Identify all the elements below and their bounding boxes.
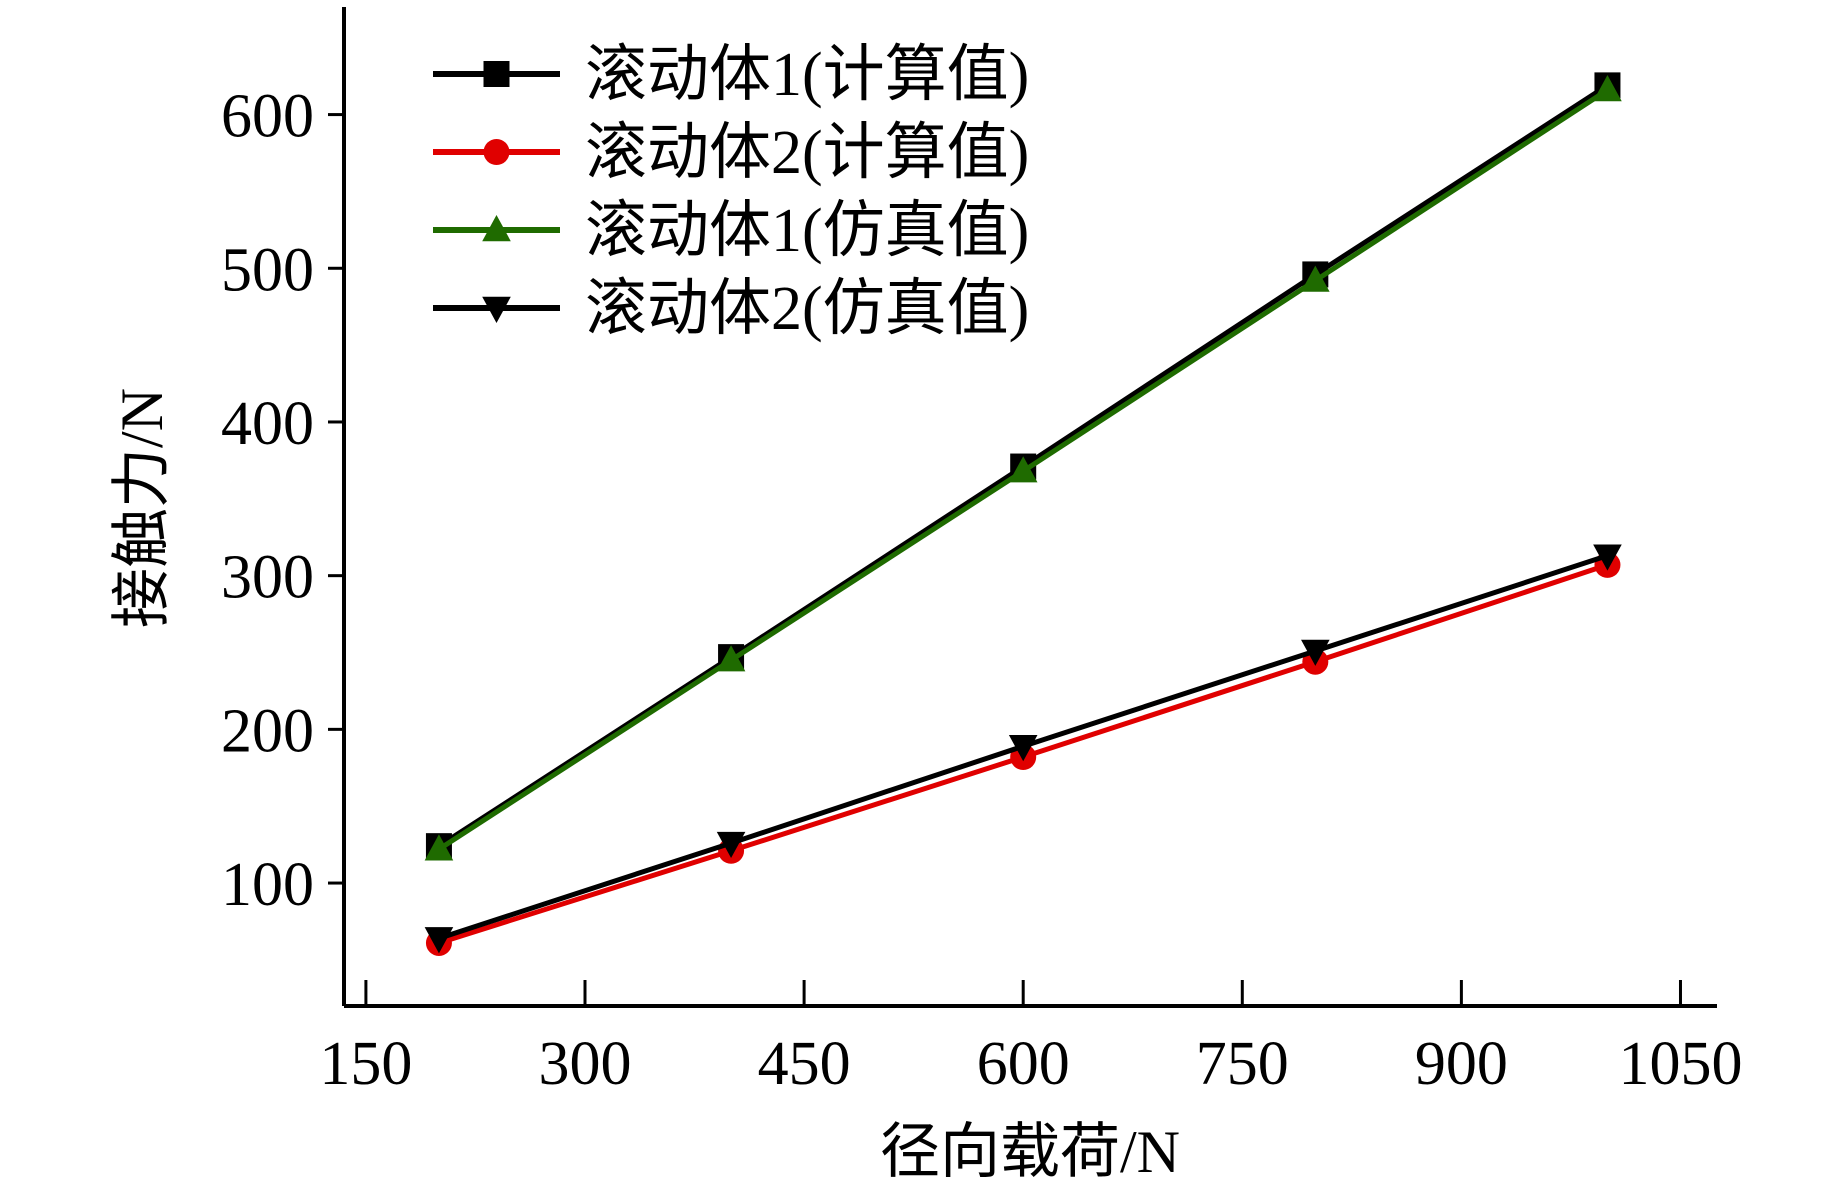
series-4-point [1008, 735, 1038, 762]
y-tick-label: 600 [221, 83, 314, 151]
legend-item-3: 滚动体1(仿真值) [433, 197, 1029, 265]
legend: 滚动体1(计算值) 滚动体2(计算值) 滚动体1(仿真值) 滚动体2(仿真值) [433, 41, 1029, 343]
tick-marks [328, 113, 1682, 1006]
legend-label: 滚动体2(计算值) [585, 119, 1029, 187]
legend-swatch-marker [482, 215, 511, 242]
series-3-point [1301, 265, 1330, 292]
series-4-point [1593, 544, 1622, 571]
series-4-point [1301, 639, 1330, 666]
y-tick-label: 500 [221, 236, 314, 304]
x-tick-label: 150 [319, 1030, 412, 1098]
x-tick-label: 1050 [1618, 1030, 1742, 1098]
y-axis-title: 接触力/N [109, 388, 175, 628]
legend-label: 滚动体1(计算值) [585, 41, 1029, 109]
series-4 [424, 544, 1622, 954]
series-3-point [424, 834, 454, 861]
y-tick-label: 300 [221, 544, 314, 612]
legend-swatch-marker [483, 139, 510, 165]
series-3 [424, 75, 1622, 861]
x-tick-label: 300 [539, 1030, 632, 1098]
legend-label: 滚动体1(仿真值) [585, 197, 1029, 265]
series-3-point [716, 645, 746, 672]
x-tick-label: 900 [1415, 1030, 1508, 1098]
legend-label: 滚动体2(仿真值) [585, 275, 1029, 343]
y-tick-label: 400 [221, 390, 314, 458]
series-3-point [1593, 75, 1622, 102]
series-4-point [716, 831, 746, 859]
x-axis-title: 径向载荷/N [880, 1119, 1180, 1181]
x-tick-label: 600 [977, 1030, 1070, 1098]
legend-item-4: 滚动体2(仿真值) [433, 275, 1029, 343]
series-layer [424, 72, 1622, 956]
y-tick-label: 200 [221, 697, 314, 765]
tick-labels: 150 300 450 600 750 900 1050 100 200 300 400 500 600 [221, 83, 1742, 1098]
legend-swatch-marker [483, 61, 510, 87]
legend-item-1: 滚动体1(计算值) [433, 41, 1029, 109]
legend-swatch-marker [482, 296, 511, 323]
legend-item-2: 滚动体2(计算值) [433, 119, 1029, 187]
series-4-point [424, 927, 454, 954]
axes [342, 7, 1717, 1008]
y-tick-label: 100 [221, 851, 314, 919]
series-3-point [1008, 456, 1038, 483]
x-tick-label: 750 [1196, 1030, 1289, 1098]
x-tick-label: 450 [758, 1030, 851, 1098]
